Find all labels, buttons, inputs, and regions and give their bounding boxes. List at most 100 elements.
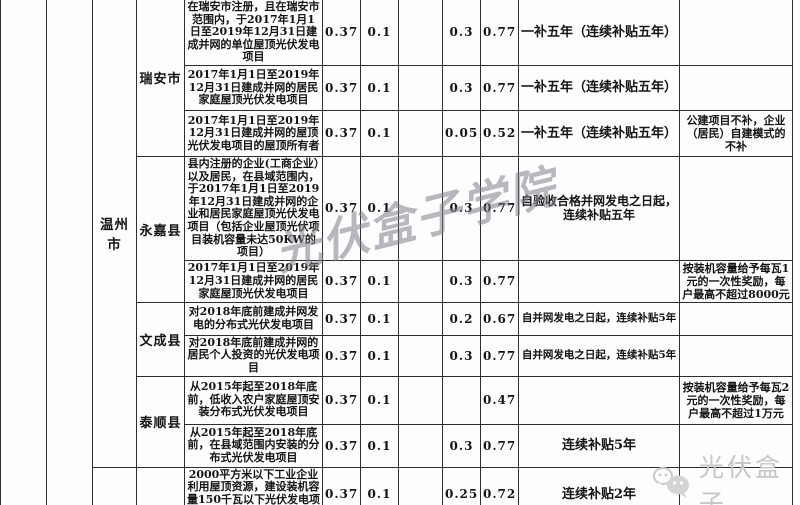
cell-rate1: 0.37 bbox=[322, 423, 361, 468]
cell-rate3: 0.3 bbox=[442, 0, 481, 66]
table-row: 2000平方米以下工业企业利用屋顶资源，建设装机容量150千瓦以下光伏发电项目，… bbox=[1, 466, 793, 505]
cell-rate3: 0.3 bbox=[442, 259, 481, 303]
cell-rate2: 0.1 bbox=[360, 375, 399, 425]
cell-blank bbox=[398, 301, 443, 336]
cell-rate1: 0.37 bbox=[322, 155, 361, 261]
cell-blank bbox=[398, 109, 443, 157]
cell-duration bbox=[518, 259, 680, 303]
cell-rate4: 0.77 bbox=[480, 155, 519, 261]
cell-note: 公建项目不补，企业（居民）自建模式的不补 bbox=[679, 109, 793, 157]
cell-project: 县内注册的企业(工商企业）以及居民，在县域范围内，于2017年1月1日至2019… bbox=[184, 155, 323, 261]
cell-rate4: 0.77 bbox=[480, 0, 519, 66]
cell-blank bbox=[398, 375, 443, 425]
cell-project: 对2018年底前建成并网的居民个人投资的光伏发电项目 bbox=[184, 334, 323, 377]
cell-rate2: 0.1 bbox=[360, 259, 399, 303]
cell-rate1: 0.37 bbox=[322, 109, 361, 157]
cell-project: 2017年1月1日至2019年12月31日建成并网的屋顶光伏发电项目的屋顶所有者 bbox=[184, 109, 323, 157]
cell-rate1: 0.37 bbox=[322, 0, 361, 66]
cell-rate2: 0.1 bbox=[360, 64, 399, 111]
cell-duration: 一补五年（连续补贴五年） bbox=[518, 109, 680, 157]
cell-rate1: 0.37 bbox=[322, 64, 361, 111]
cell-note bbox=[679, 466, 793, 505]
cell-blank bbox=[398, 466, 443, 505]
cell-rate4: 0.52 bbox=[480, 109, 519, 157]
cell-project: 2017年1月1日至2019年12月31日建成并网的居民家庭屋顶光伏发电项目 bbox=[184, 64, 323, 111]
cell-note bbox=[679, 0, 793, 66]
cell-duration: 自并网发电之日起，连续补贴5年 bbox=[518, 334, 680, 377]
cell-blank bbox=[398, 64, 443, 111]
cell-blank bbox=[398, 0, 443, 66]
cell-rate4: 0.47 bbox=[480, 375, 519, 425]
cell-note bbox=[679, 423, 793, 468]
cell-blank bbox=[398, 259, 443, 303]
cell-duration: 连续补贴2年 bbox=[518, 466, 680, 505]
cell-rate1: 0.37 bbox=[322, 375, 361, 425]
cell-rate2: 0.1 bbox=[360, 466, 399, 505]
cell-county-taishun: 泰顺县 bbox=[136, 375, 185, 468]
cell-duration: 自验收合格并网发电之日起，连续补贴五年 bbox=[518, 155, 680, 261]
cell-note bbox=[679, 301, 793, 336]
cell-rate4: 0.77 bbox=[480, 259, 519, 303]
cell-project: 对2018年底前建成并网发电的分布式光伏发电项目 bbox=[184, 301, 323, 336]
table-row: 对2018年底前建成并网的居民个人投资的光伏发电项目 0.37 0.1 0.3 … bbox=[1, 334, 793, 377]
cell-rate2: 0.1 bbox=[360, 301, 399, 336]
cell-note bbox=[679, 334, 793, 377]
cell-rate2: 0.1 bbox=[360, 109, 399, 157]
cell-rate4: 0.67 bbox=[480, 301, 519, 336]
table-row: 2017年1月1日至2019年12月31日建成并网的居民家庭屋顶光伏发电项目 0… bbox=[1, 64, 793, 111]
cell-note: 按装机容量给予每瓦1元的一次性奖励，每户最高不超过8000元 bbox=[679, 259, 793, 303]
cell-project: 从2015年起至2018年底前，在县域范围内安装的分布式光伏发电项目 bbox=[184, 423, 323, 468]
cell-rate4: 0.77 bbox=[480, 423, 519, 468]
table-row: 永嘉县 县内注册的企业(工商企业）以及居民，在县域范围内，于2017年1月1日至… bbox=[1, 155, 793, 303]
cell-county-yongjia: 永嘉县 bbox=[136, 155, 185, 303]
cell-county-wencheng: 文成县 bbox=[136, 301, 185, 377]
cell-rate2: 0.1 bbox=[360, 0, 399, 66]
cell-rate4: 0.72 bbox=[480, 466, 519, 505]
table-row: 2017年1月1日至2019年12月31日建成并网的屋顶光伏发电项目的屋顶所有者… bbox=[1, 109, 793, 157]
cell-left-margin-b bbox=[46, 0, 93, 505]
cell-rate3: 0.25 bbox=[442, 466, 481, 505]
cell-rate3: 0.3 bbox=[442, 334, 481, 377]
cell-rate3: 0.05 bbox=[442, 109, 481, 157]
cell-rate1: 0.37 bbox=[322, 466, 361, 505]
cell-duration: 一补五年（连续补贴五年） bbox=[518, 0, 680, 66]
cell-left-margin-a bbox=[0, 0, 47, 505]
cell-rate3 bbox=[442, 375, 481, 425]
cell-county-ruian: 瑞安市 bbox=[136, 0, 185, 157]
cell-rate1: 0.37 bbox=[322, 334, 361, 377]
cell-note bbox=[679, 64, 793, 111]
cell-rate2: 0.1 bbox=[360, 155, 399, 261]
cell-note bbox=[679, 155, 793, 261]
cell-city-wenzhou: 温州市 bbox=[92, 0, 137, 468]
cell-blank bbox=[398, 423, 443, 468]
cell-rate2: 0.1 bbox=[360, 334, 399, 377]
cell-rate4: 0.77 bbox=[480, 64, 519, 111]
cell-project: 2000平方米以下工业企业利用屋顶资源，建设装机容量150千瓦以下光伏发电项目，… bbox=[184, 466, 323, 505]
cell-rate3: 0.2 bbox=[442, 301, 481, 336]
table-row: 从2015年起至2018年底前，在县域范围内安装的分布式光伏发电项目 0.37 … bbox=[1, 423, 793, 468]
cell-rate3: 0.3 bbox=[442, 423, 481, 468]
cell-duration: 自并网发电之日起，连续补贴5年 bbox=[518, 301, 680, 336]
table-row: 2017年1月1日至2019年12月31日建成并网的居民家庭屋顶光伏发电项目 0… bbox=[1, 259, 793, 303]
cell-project: 在瑞安市注册，且在瑞安市范围内，于2017年1月1日至2019年12月31日建成… bbox=[184, 0, 323, 66]
cell-rate3: 0.3 bbox=[442, 155, 481, 261]
cell-blank bbox=[398, 155, 443, 261]
cell-rate1: 0.37 bbox=[322, 259, 361, 303]
cell-project: 2017年1月1日至2019年12月31日建成并网的居民家庭屋顶光伏发电项目 bbox=[184, 259, 323, 303]
cell-rate1: 0.37 bbox=[322, 301, 361, 336]
cell-city-blank bbox=[92, 466, 137, 505]
cell-rate2: 0.1 bbox=[360, 423, 399, 468]
cell-duration: 一补五年（连续补贴五年） bbox=[518, 64, 680, 111]
cell-rate4: 0.77 bbox=[480, 334, 519, 377]
cell-blank bbox=[398, 334, 443, 377]
cell-project: 从2015年起至2018年底前，低收入农户家庭屋顶安装分布式光伏发电项目 bbox=[184, 375, 323, 425]
cell-rate3: 0.3 bbox=[442, 64, 481, 111]
cell-note: 按装机容量给予每瓦2元的一次性奖励，每户最高不超过1万元 bbox=[679, 375, 793, 425]
cell-duration: 连续补贴5年 bbox=[518, 423, 680, 468]
cell-county-blank bbox=[136, 466, 185, 505]
table-row: 文成县 对2018年底前建成并网发电的分布式光伏发电项目 0.37 0.1 0.… bbox=[1, 301, 793, 377]
cell-duration bbox=[518, 375, 680, 425]
